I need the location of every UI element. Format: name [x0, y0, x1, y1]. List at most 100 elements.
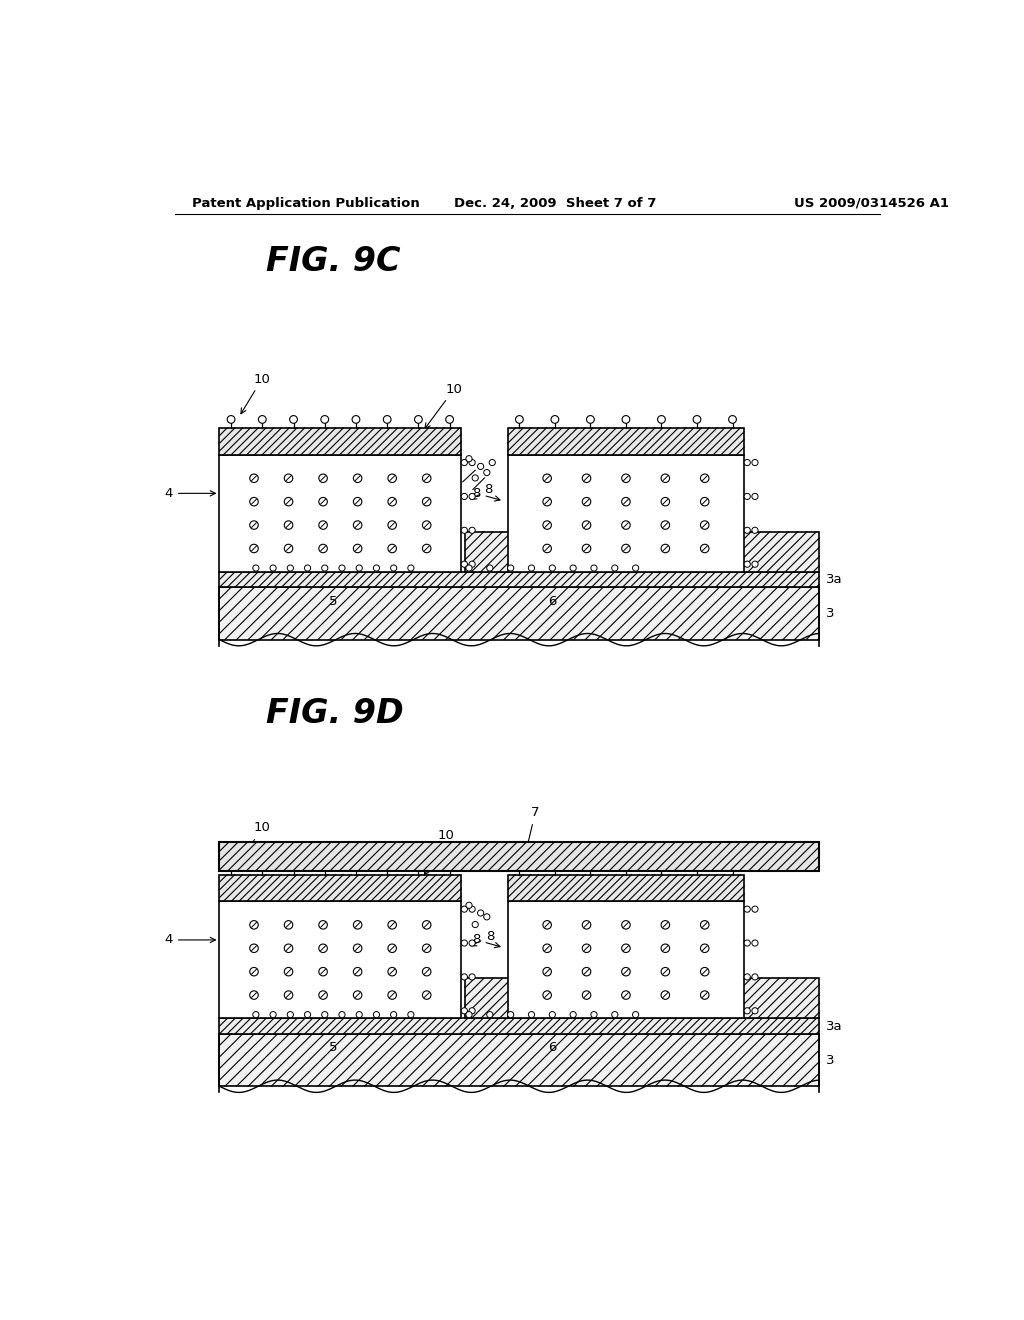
Circle shape	[423, 544, 431, 553]
Circle shape	[250, 474, 258, 483]
Circle shape	[383, 416, 391, 424]
Circle shape	[744, 527, 751, 533]
Circle shape	[543, 544, 551, 553]
Circle shape	[622, 544, 630, 553]
Circle shape	[483, 913, 489, 920]
Circle shape	[466, 565, 472, 572]
Circle shape	[543, 498, 551, 506]
Circle shape	[729, 416, 736, 424]
Circle shape	[622, 862, 630, 870]
Circle shape	[388, 991, 396, 999]
Circle shape	[290, 862, 297, 870]
Circle shape	[461, 974, 467, 979]
Circle shape	[408, 1011, 414, 1018]
Circle shape	[253, 565, 259, 572]
Circle shape	[388, 544, 396, 553]
Bar	[219, 842, 819, 871]
Circle shape	[388, 474, 396, 483]
Circle shape	[551, 862, 559, 870]
Circle shape	[477, 909, 483, 916]
Circle shape	[250, 498, 258, 506]
Circle shape	[700, 474, 709, 483]
Circle shape	[322, 1011, 328, 1018]
Circle shape	[415, 416, 422, 424]
Text: 4: 4	[165, 487, 215, 500]
Circle shape	[472, 475, 478, 480]
Circle shape	[752, 940, 758, 946]
Circle shape	[461, 527, 467, 533]
Circle shape	[549, 1011, 555, 1018]
Bar	[508, 428, 744, 455]
Text: 6: 6	[548, 1041, 556, 1055]
Circle shape	[508, 1011, 514, 1018]
Circle shape	[227, 862, 234, 870]
Bar	[219, 1019, 819, 1034]
Circle shape	[543, 474, 551, 483]
Bar	[465, 978, 640, 1019]
Circle shape	[583, 920, 591, 929]
Circle shape	[353, 920, 361, 929]
Circle shape	[622, 498, 630, 506]
Circle shape	[318, 544, 328, 553]
Circle shape	[469, 906, 475, 912]
Circle shape	[700, 920, 709, 929]
Circle shape	[570, 1011, 577, 1018]
Circle shape	[662, 544, 670, 553]
Circle shape	[318, 474, 328, 483]
Text: 8: 8	[471, 483, 493, 499]
Circle shape	[287, 1011, 294, 1018]
Circle shape	[304, 1011, 310, 1018]
Bar	[252, 978, 415, 1019]
Circle shape	[583, 968, 591, 975]
Circle shape	[318, 968, 328, 975]
Circle shape	[285, 474, 293, 483]
Circle shape	[486, 1011, 493, 1018]
Circle shape	[508, 565, 514, 572]
Bar	[640, 532, 819, 572]
Circle shape	[285, 544, 293, 553]
Text: Dec. 24, 2009  Sheet 7 of 7: Dec. 24, 2009 Sheet 7 of 7	[454, 197, 656, 210]
Circle shape	[423, 944, 431, 953]
Circle shape	[321, 416, 329, 424]
Circle shape	[353, 474, 361, 483]
Circle shape	[353, 968, 361, 975]
Circle shape	[662, 498, 670, 506]
Circle shape	[270, 565, 276, 572]
Text: 7: 7	[524, 807, 540, 853]
Circle shape	[633, 565, 639, 572]
Circle shape	[374, 565, 380, 572]
Circle shape	[700, 521, 709, 529]
Circle shape	[388, 944, 396, 953]
Circle shape	[570, 565, 577, 572]
Circle shape	[318, 521, 328, 529]
Circle shape	[469, 940, 475, 946]
Circle shape	[388, 968, 396, 975]
Circle shape	[583, 944, 591, 953]
Circle shape	[466, 1011, 472, 1018]
Circle shape	[591, 565, 597, 572]
Circle shape	[729, 862, 736, 870]
Circle shape	[551, 416, 559, 424]
Circle shape	[752, 527, 758, 533]
Bar	[219, 572, 819, 587]
Circle shape	[472, 921, 478, 928]
Text: 3a: 3a	[825, 573, 842, 586]
Circle shape	[469, 561, 475, 568]
Circle shape	[744, 494, 751, 499]
Text: 6: 6	[548, 594, 556, 607]
Circle shape	[461, 561, 467, 568]
Circle shape	[622, 521, 630, 529]
Bar	[219, 587, 819, 640]
Circle shape	[285, 991, 293, 999]
Circle shape	[744, 906, 751, 912]
Circle shape	[483, 470, 489, 475]
Circle shape	[353, 498, 361, 506]
Circle shape	[318, 498, 328, 506]
Circle shape	[622, 416, 630, 424]
Circle shape	[339, 1011, 345, 1018]
Circle shape	[469, 527, 475, 533]
Text: FIG. 9C: FIG. 9C	[266, 244, 400, 277]
Circle shape	[461, 906, 467, 912]
Circle shape	[250, 920, 258, 929]
Circle shape	[528, 1011, 535, 1018]
